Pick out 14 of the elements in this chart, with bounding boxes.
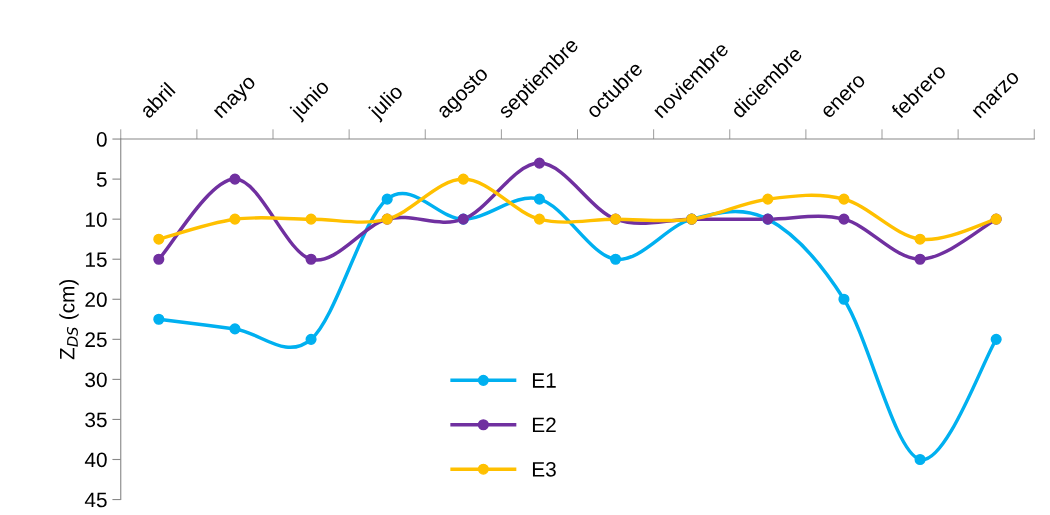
y-axis-title: Z$_{DS}$ (cm) [59, 279, 79, 360]
y-tick-label: 5 [96, 172, 107, 187]
legend-label: E1 [532, 373, 556, 388]
y-tick-label: 45 [84, 492, 107, 508]
y-tick-label: 25 [85, 332, 107, 348]
legend-label: E3 [532, 461, 556, 477]
y-tick-label: 10 [85, 212, 107, 227]
y-tick-label: 15 [85, 252, 107, 267]
y-tick-label: 20 [85, 292, 107, 308]
y-tick-label: 35 [85, 412, 107, 428]
legend-label: E2 [532, 417, 556, 433]
y-tick-label: 40 [84, 452, 107, 468]
y-tick-label: 0 [96, 132, 107, 147]
y-tick-label: 30 [85, 372, 107, 388]
